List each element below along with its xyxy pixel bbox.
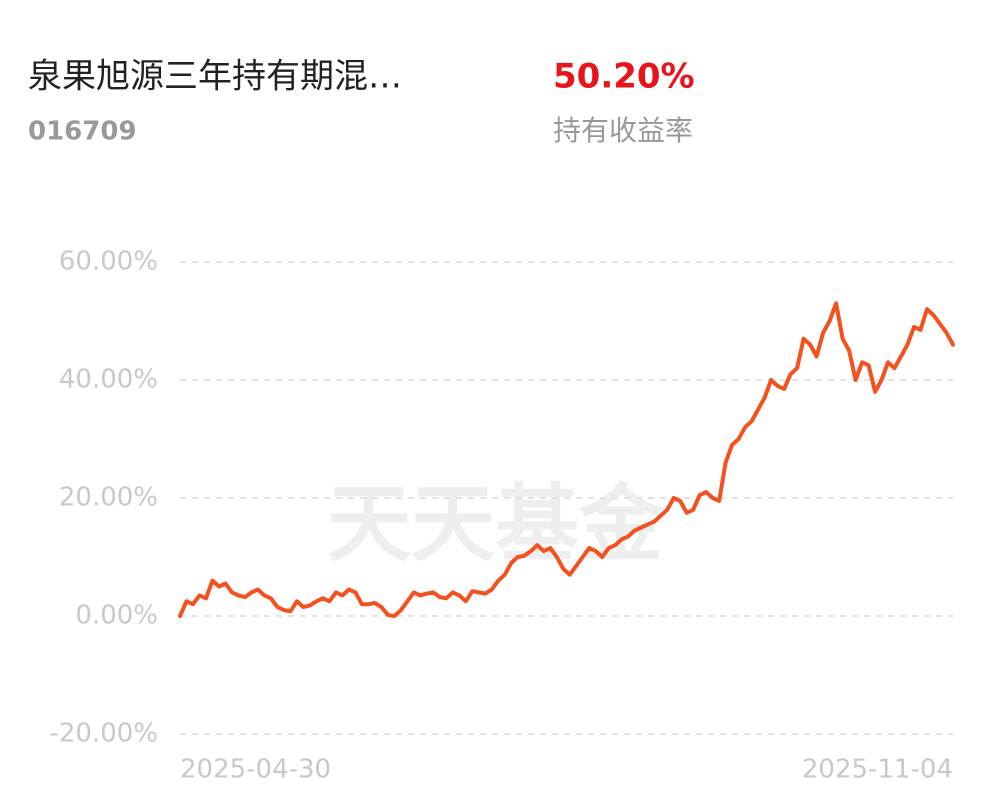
- line: [178, 301, 955, 618]
- x-tick-label: 2025-11-04: [802, 755, 953, 785]
- y-tick-label: 60.00%: [59, 247, 158, 277]
- return-value: 50.20%: [553, 57, 695, 97]
- return-label: 持有收益率: [553, 114, 693, 147]
- y-tick-label: 0.00%: [75, 601, 158, 631]
- fund-code: 016709: [28, 117, 137, 147]
- y-tick-label: 40.00%: [59, 365, 158, 395]
- fund-name: 泉果旭源三年持有期混…: [28, 57, 402, 97]
- y-tick-label: 20.00%: [59, 483, 158, 513]
- y-tick-label: -20.00%: [49, 719, 158, 749]
- watermark: 天天基金: [327, 475, 664, 573]
- x-tick-label: 2025-04-30: [180, 755, 331, 785]
